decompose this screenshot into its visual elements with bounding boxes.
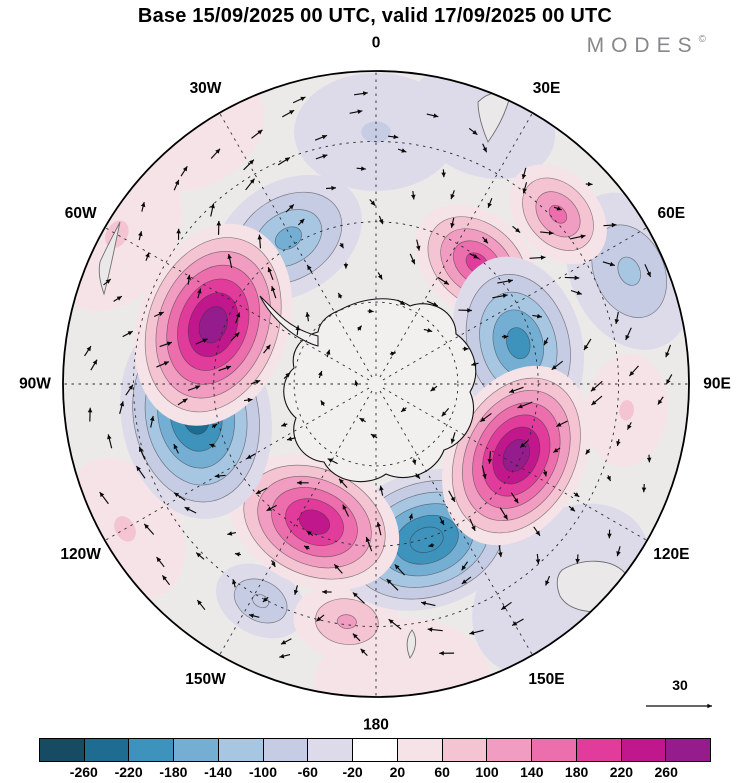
longitude-label: 30W: [190, 80, 222, 97]
longitude-label: 150E: [528, 671, 564, 688]
colorbar-tick-label: 60: [434, 764, 450, 780]
colorbar-tick-label: -60: [297, 764, 318, 780]
colorbar-tick-labels: -260 -220 -180 -140 -100 -60 -20 20 60 100 140 180 2…: [39, 764, 711, 782]
colorbar-tick-label: -140: [204, 764, 233, 780]
colorbar-cell: [129, 739, 175, 761]
colorbar-tick-label: -100: [248, 764, 278, 780]
longitude-label: 30E: [533, 80, 561, 97]
longitude-label: 90E: [703, 376, 731, 393]
colorbar-cell: [487, 739, 533, 761]
longitude-label: 90W: [19, 376, 51, 393]
colorbar-tick-label: 220: [609, 764, 634, 780]
colorbar-tick-label: 260: [654, 764, 678, 780]
anomaly-field: [63, 71, 689, 697]
colorbar-tick-label: 180: [564, 764, 589, 780]
colorbar-tick-label: -180: [159, 764, 188, 780]
longitude-label: 60W: [65, 205, 97, 222]
wind-vectors: [84, 91, 673, 659]
colorbar-tick-label: -260: [69, 764, 98, 780]
longitude-label: 0: [372, 35, 381, 52]
colorbar-cell: [84, 739, 130, 761]
longitude-label: 150W: [185, 671, 226, 688]
longitude-label: 180: [363, 717, 389, 733]
modes-logo-copyright: ©: [698, 34, 706, 45]
colorbar-cell: [174, 739, 219, 761]
colorbar: [39, 738, 711, 762]
page-title: Base 15/09/2025 00 UTC, valid 17/09/2025…: [137, 5, 613, 27]
colorbar-cell: [442, 739, 488, 761]
wind-reference-label: 30: [672, 677, 688, 693]
colorbar-tick-label: 100: [475, 764, 499, 780]
colorbar-cell: [263, 739, 309, 761]
longitude-label: 60E: [658, 205, 686, 222]
longitude-labels: 0 30E 60E 90E 120E 150E 180 150W 120W 90W 60W 30W: [19, 35, 731, 733]
colorbar-tick-label: -220: [114, 764, 143, 780]
colorbar-tick-label: 20: [389, 764, 406, 780]
colorbar-cell: [308, 739, 354, 761]
colorbar-cell: [397, 739, 443, 761]
colorbar-cell: [218, 739, 264, 761]
colorbar-tick-label: -20: [342, 764, 363, 780]
wind-reference-arrow: 30: [646, 677, 712, 709]
colorbar-tick-label: 140: [520, 764, 544, 780]
colorbar-cell: [40, 739, 85, 761]
polar-anomaly-map: 30 0 30E 60E 90E 120E 150E 180 150W 120W 90W 60W 30…: [19, 35, 731, 733]
map-boundary: [62, 70, 690, 698]
modes-logo-text: MODES: [586, 34, 699, 57]
colorbar-cell: [532, 739, 577, 761]
colorbar-cell: [576, 739, 622, 761]
colorbar-cell: [666, 739, 711, 761]
colorbar-cell: [621, 739, 667, 761]
longitude-label: 120E: [653, 546, 689, 563]
modes-logo: MODES©: [587, 34, 706, 58]
longitude-label: 120W: [60, 546, 101, 563]
colorbar-cell: [353, 739, 398, 761]
